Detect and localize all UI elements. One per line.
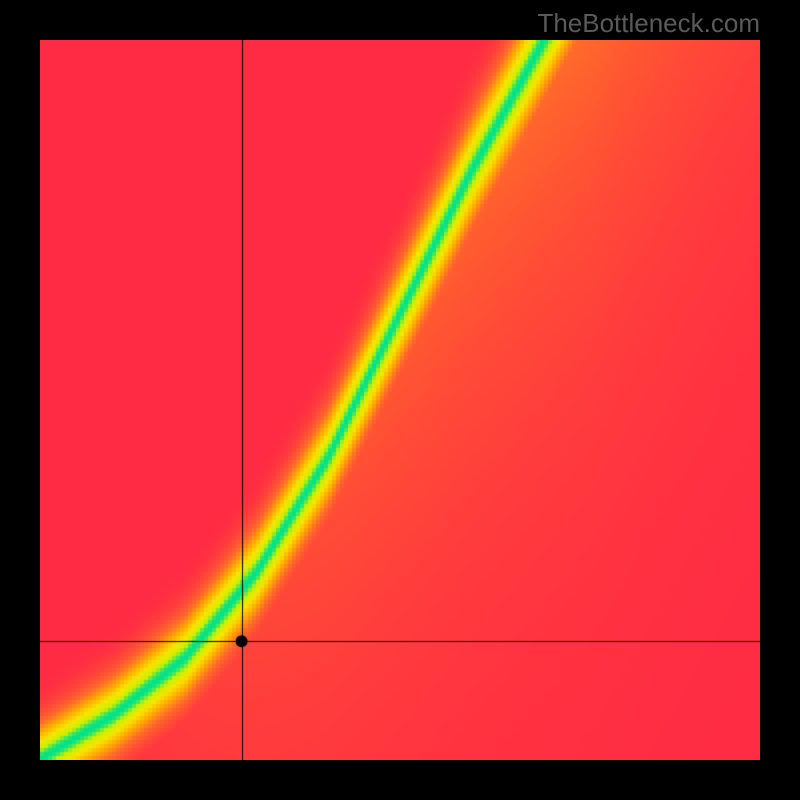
watermark-text: TheBottleneck.com xyxy=(537,8,760,39)
chart-container: TheBottleneck.com xyxy=(0,0,800,800)
bottleneck-heatmap xyxy=(40,40,760,760)
